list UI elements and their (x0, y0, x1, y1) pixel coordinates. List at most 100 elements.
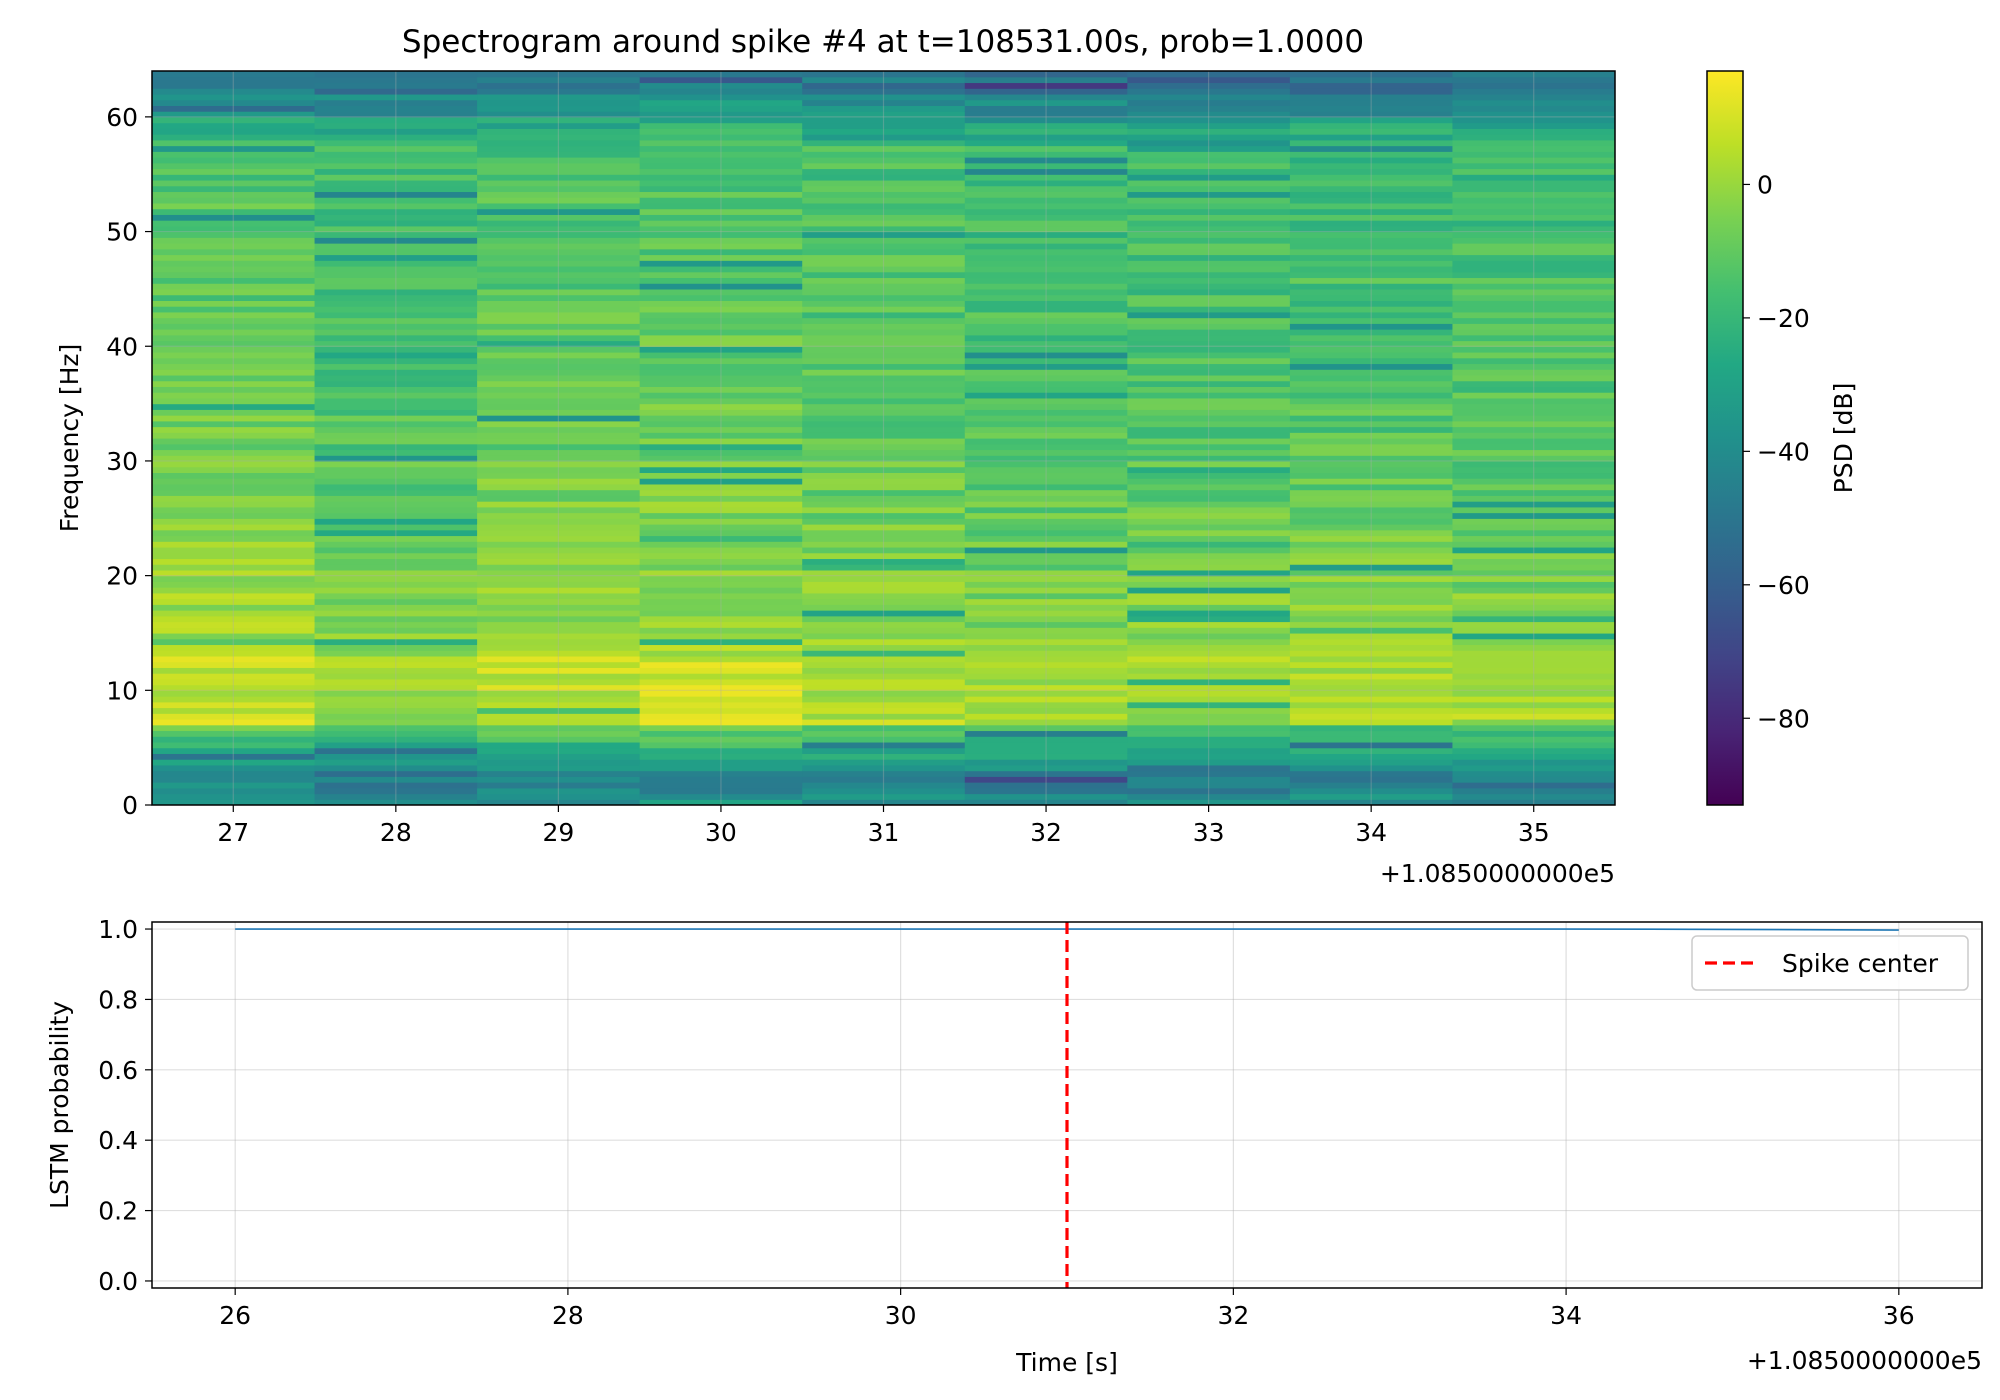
spectrogram-cell (152, 357, 316, 365)
spectrogram-cell (1452, 220, 1615, 227)
spectrogram-cell (964, 179, 1128, 187)
spectrogram-cell (477, 724, 641, 732)
spectrogram-cell (802, 501, 966, 508)
spectrogram-cell (152, 524, 316, 531)
spectrogram-cell (1289, 168, 1454, 175)
spectrogram-x-ticks: 27 28 29 30 31 32 33 34 35 (217, 805, 1550, 847)
spectrogram-cell (964, 93, 1128, 101)
spectrogram-cell (314, 174, 478, 181)
spectrogram-cell (964, 495, 1128, 502)
spectrogram-cell (1452, 558, 1615, 565)
spectrogram-cell (1289, 432, 1454, 439)
spectrogram-cell (1289, 455, 1454, 462)
spectrogram-cell (639, 495, 803, 502)
spectrogram-cell (964, 185, 1128, 193)
spectrogram-cell (802, 610, 966, 617)
spectrogram-cell (639, 747, 803, 754)
colorbar-tick-label: −40 (1757, 437, 1810, 466)
spectrogram-cell (1289, 460, 1454, 468)
spectrogram-cell (964, 254, 1128, 261)
spectrogram-cell (1452, 397, 1615, 405)
spectrogram-cell (1127, 650, 1291, 657)
spectrogram-cell (477, 311, 641, 319)
spectrogram-cell (1452, 478, 1615, 485)
spectrogram-cell (1127, 627, 1291, 634)
spectrogram-cell (639, 564, 803, 571)
spectrogram-cell (1289, 489, 1454, 496)
spectrogram-cell (639, 529, 803, 537)
spectrogram-cell (152, 564, 316, 571)
spectrogram-cell (314, 535, 478, 542)
spectrogram-cell (1127, 449, 1291, 456)
spectrogram-cell (802, 122, 966, 129)
spectrogram-cell (964, 409, 1128, 416)
spectrogram-title: Spectrogram around spike #4 at t=108531.… (402, 24, 1364, 60)
spectrogram-cell (314, 546, 478, 554)
spectrogram-cell (477, 346, 641, 353)
spectrogram-cell (314, 730, 478, 737)
spectrogram-cell (1452, 644, 1615, 651)
spectrogram-cell (477, 650, 641, 657)
spectrogram-cell (802, 88, 966, 95)
spectrogram-cell (1127, 713, 1291, 720)
spectrogram-cell (314, 288, 478, 296)
spectrogram-cell (802, 128, 966, 135)
spectrogram-cell (1452, 111, 1615, 118)
spectrogram-cell (639, 260, 803, 267)
spectrogram-cell (1127, 518, 1291, 525)
spectrogram-cell (1127, 386, 1291, 393)
spectrogram-cell (1452, 162, 1615, 170)
spectrogram-cell (314, 460, 478, 468)
spectrogram-cell (1289, 174, 1454, 181)
spectrogram-cell (314, 610, 478, 617)
spectrogram-cell (964, 724, 1128, 732)
spectrogram-cell (639, 478, 803, 485)
spectrogram-cell (477, 420, 641, 428)
spectrogram-cell (802, 759, 966, 766)
spectrogram-cell (314, 220, 478, 227)
spectrogram-cell (639, 581, 803, 588)
spectrogram-cell (802, 644, 966, 651)
spectrogram-cell (314, 615, 478, 623)
spectrogram-cell (639, 552, 803, 560)
spectrogram-cell (964, 455, 1128, 462)
spectrogram-cell (1289, 283, 1454, 290)
spectrogram-cell (964, 552, 1128, 560)
spectrogram-cell (802, 111, 966, 118)
spectrogram-cell (1289, 151, 1454, 158)
spectrogram-cell (1127, 225, 1291, 233)
spectrogram-cell (152, 512, 316, 519)
probability-ylabel: LSTM probability (45, 1001, 74, 1209)
spectrogram-cell (314, 587, 478, 594)
spectrogram-cell (152, 535, 316, 542)
spectrogram-cell (639, 386, 803, 393)
spectrogram-cell (964, 357, 1128, 365)
spectrogram-cell (802, 139, 966, 147)
spectrogram-cell (802, 168, 966, 175)
spectrogram-cell (314, 76, 478, 84)
spectrogram-cell (964, 764, 1128, 772)
spectrogram-cell (152, 202, 316, 210)
spectrogram-cell (152, 311, 316, 319)
spectrogram-cell (639, 237, 803, 244)
spectrogram-cell (477, 317, 641, 324)
spectrogram-cell (639, 558, 803, 565)
spectrogram-cell (152, 191, 316, 198)
spectrogram-cell (639, 770, 803, 777)
spectrogram-cell (802, 277, 966, 284)
spectrogram-cell (639, 415, 803, 422)
spectrogram-cell (1127, 506, 1291, 514)
spectrogram-cell (1289, 162, 1454, 170)
spectrogram-cell (1289, 88, 1454, 95)
spectrogram-cell (1452, 420, 1615, 428)
spectrogram-cell (802, 552, 966, 560)
spectrogram-cell (314, 392, 478, 399)
spectrogram-cell (314, 197, 478, 204)
spectrogram-cell (639, 351, 803, 359)
spectrogram-cell (152, 277, 316, 284)
spectrogram-cell (1452, 317, 1615, 324)
spectrogram-cell (1289, 495, 1454, 502)
spectrogram-cell (1289, 701, 1454, 709)
spectrogram-cell (1289, 99, 1454, 107)
spectrogram-cell (1289, 592, 1454, 600)
